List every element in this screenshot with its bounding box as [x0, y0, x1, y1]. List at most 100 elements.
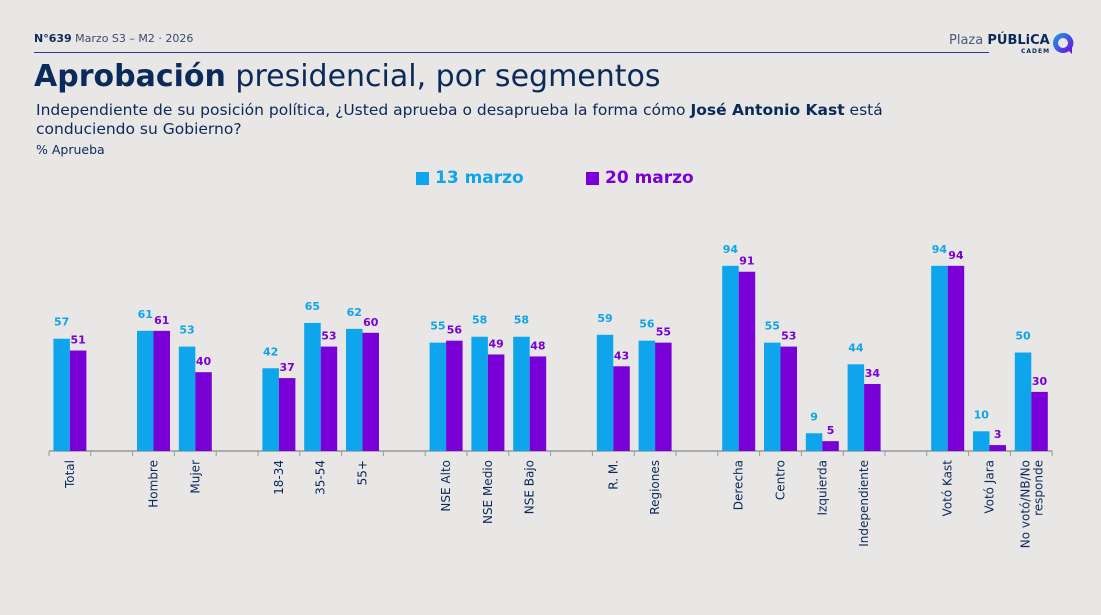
data-label: 42	[263, 345, 278, 358]
data-label: 62	[347, 306, 362, 319]
question-bold: José Antonio Kast	[690, 101, 845, 119]
data-label: 51	[70, 334, 85, 347]
data-label: 44	[848, 341, 864, 354]
brand-light: Plaza	[949, 33, 984, 48]
x-tick-label: NSE Bajo	[523, 460, 537, 514]
x-tick-label: Centro	[774, 460, 788, 500]
bar-20-marzo	[278, 378, 296, 451]
data-label: 30	[1032, 375, 1048, 388]
data-label: 59	[597, 312, 612, 325]
x-tick-label: Hombre	[147, 460, 161, 508]
bar-20-marzo	[864, 384, 881, 451]
bar-20-marzo	[320, 346, 338, 451]
x-tick-label: Votó Kast	[941, 460, 955, 517]
data-label: 60	[363, 316, 379, 329]
issue-period: Marzo S3 – M2 · 2026	[75, 32, 194, 45]
bar-20-marzo	[989, 445, 1006, 451]
page-title: Aprobación presidencial, por segmentos	[34, 59, 661, 94]
data-label: 65	[305, 300, 320, 313]
question-text: Independiente de su posición política, ¿…	[36, 101, 936, 139]
x-tick-label: R. M.	[606, 460, 620, 490]
bar-20-marzo	[613, 366, 630, 451]
brand-bold: PÚBLiCA	[987, 33, 1050, 48]
bar-13-marzo	[596, 334, 614, 451]
question-post: está conduciendo su Gobierno?	[36, 101, 883, 138]
bar-20-marzo	[195, 372, 212, 451]
legend-item-13-marzo: 13 marzo	[416, 168, 524, 188]
data-label: 43	[614, 349, 629, 362]
bar-13-marzo	[304, 322, 321, 451]
data-label: 48	[530, 339, 545, 352]
bar-13-marzo	[805, 433, 823, 451]
x-tick-label: Independiente	[857, 460, 871, 547]
data-label: 9	[810, 410, 818, 423]
data-label: 53	[179, 324, 194, 337]
data-label: 56	[447, 324, 463, 337]
x-tick-label: Regiones	[648, 460, 662, 515]
bar-20-marzo	[1031, 391, 1048, 451]
data-label: 94	[932, 243, 948, 256]
data-label: 50	[1015, 330, 1031, 343]
data-label: 5	[827, 424, 835, 437]
data-label: 49	[488, 337, 503, 350]
cadem-logo-icon	[1053, 32, 1074, 54]
x-tick-label: Mujer	[188, 460, 202, 494]
data-label: 55	[430, 320, 445, 333]
bar-13-marzo	[53, 338, 70, 451]
bar-20-marzo	[153, 330, 170, 451]
bar-13-marzo	[137, 330, 154, 451]
data-label: 56	[639, 318, 655, 331]
legend-item-20-marzo: 20 marzo	[586, 168, 694, 188]
issue-info: N°639 Marzo S3 – M2 · 2026	[34, 32, 193, 45]
x-tick-label: NSE Medio	[481, 460, 495, 524]
x-tick-label: 55+	[356, 460, 370, 485]
data-label: 55	[656, 326, 671, 339]
x-tick-label: NSE Alto	[439, 460, 453, 512]
bar-20-marzo	[822, 441, 839, 451]
x-tick-label: Izquierda	[815, 460, 829, 515]
data-label: 61	[138, 308, 153, 321]
data-label: 94	[948, 249, 964, 262]
bar-13-marzo	[847, 364, 865, 451]
bar-13-marzo	[764, 342, 781, 451]
data-label: 34	[865, 367, 881, 380]
brand-sub: CADEM	[1021, 48, 1051, 55]
bar-13-marzo	[471, 336, 488, 451]
x-tick-label: Total	[63, 460, 77, 489]
bar-20-marzo	[738, 271, 756, 451]
bar-20-marzo	[655, 342, 672, 451]
bar-20-marzo	[69, 350, 87, 451]
x-tick-label: 35-54	[314, 460, 328, 495]
bar-20-marzo	[362, 332, 379, 451]
data-label: 53	[321, 330, 336, 343]
bar-13-marzo	[1014, 352, 1032, 451]
legend-label: 20 marzo	[605, 168, 694, 188]
bar-20-marzo	[446, 340, 463, 451]
brand-logo-text: Plaza PÚBLiCA	[949, 33, 1050, 48]
bar-13-marzo	[513, 336, 530, 451]
bar-13-marzo	[638, 340, 656, 451]
data-label: 58	[472, 314, 487, 327]
data-label: 37	[279, 361, 294, 374]
x-tick-label: Votó Jara	[983, 460, 997, 514]
issue-number: N°639	[34, 32, 72, 45]
x-tick-label: responde	[1031, 460, 1045, 516]
data-label: 57	[54, 316, 69, 329]
data-label: 58	[514, 314, 529, 327]
title-rest: presidencial, por segmentos	[225, 59, 661, 94]
data-label: 53	[781, 330, 796, 343]
bar-13-marzo	[178, 346, 196, 451]
header-divider	[34, 52, 989, 53]
data-label: 61	[154, 314, 169, 327]
data-label: 94	[723, 243, 739, 256]
bar-13-marzo	[973, 431, 990, 451]
legend-label: 13 marzo	[435, 168, 524, 188]
legend-swatch	[586, 171, 599, 185]
bar-13-marzo	[262, 368, 279, 451]
bar-20-marzo	[529, 356, 547, 451]
legend-swatch	[416, 171, 429, 185]
x-tick-label: No votó/NB/No	[1018, 460, 1032, 548]
bar-20-marzo	[947, 265, 965, 451]
x-tick-label: Derecha	[732, 460, 746, 510]
